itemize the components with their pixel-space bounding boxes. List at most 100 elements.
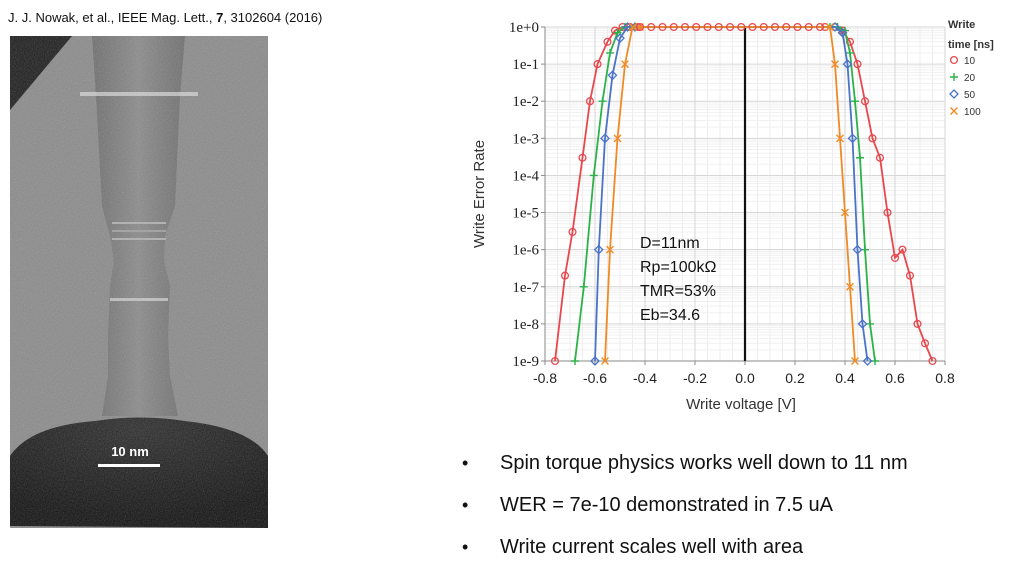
data-point (793, 22, 802, 32)
data-point (759, 22, 768, 32)
data-point (606, 245, 614, 254)
legend-item-50: 50 (949, 89, 976, 101)
data-point (920, 339, 930, 348)
y-tick-label: 1e-1 (512, 57, 539, 73)
data-point (578, 153, 587, 162)
data-point (630, 22, 640, 32)
y-tick-label: 1e-7 (512, 280, 539, 296)
data-point (622, 22, 633, 32)
x-tick-label: -0.8 (533, 370, 557, 386)
data-point (737, 22, 746, 32)
data-point (589, 171, 598, 180)
legend-item-100: 100 (950, 107, 981, 118)
data-point (851, 97, 859, 106)
data-point (590, 356, 600, 366)
data-point (846, 48, 854, 57)
bullet-dot: • (462, 495, 469, 515)
series (550, 22, 937, 366)
data-point (853, 60, 862, 69)
legend-label: 50 (964, 90, 976, 101)
data-point (860, 97, 870, 106)
y-tick-label: 1e+0 (509, 20, 539, 36)
legend: Write time [ns] 10 20 50 100 (948, 19, 994, 118)
data-point (628, 23, 637, 31)
data-point (890, 253, 900, 262)
data-point (841, 208, 849, 217)
data-point (658, 22, 667, 32)
data-point (647, 22, 656, 32)
y-tick-label: 1e-5 (512, 206, 539, 222)
data-point (852, 244, 863, 255)
data-point (635, 22, 645, 32)
data-point (830, 22, 840, 32)
data-point (846, 282, 854, 291)
data-point (598, 97, 607, 106)
series-line-100 (829, 26, 856, 362)
annotation-text: Rp=100kΩ (640, 259, 716, 276)
data-point (615, 33, 625, 44)
data-point (928, 356, 937, 366)
annotation-text: TMR=53% (640, 283, 716, 300)
series-line-50 (834, 26, 869, 362)
bullet-list: • Spin torque physics works well down to … (462, 448, 908, 574)
data-point (950, 107, 958, 115)
x-tick-label: 0.2 (785, 370, 805, 386)
legend-label: 20 (964, 73, 976, 84)
legend-subtitle: time [ns] (948, 39, 994, 51)
bullet-item: • Write current scales well with area (462, 532, 908, 574)
wer-chart-svg: 1e+0 1e-1 1e-2 1e-3 1e-4 1e-5 1e-6 1e-7 1e-8 1e-9… (471, 19, 994, 413)
data-point (585, 97, 595, 106)
bullet-item: • Spin torque physics works well down to … (462, 448, 908, 490)
data-point (606, 48, 614, 57)
data-point (593, 244, 604, 255)
annotation-text: Eb=34.6 (640, 307, 700, 324)
bullet-text: Spin torque physics works well down to 1… (500, 452, 908, 474)
plateau-markers (635, 22, 825, 32)
y-axis-label: Write Error Rate (471, 140, 488, 248)
data-point (862, 356, 873, 366)
data-point (815, 22, 825, 32)
bullet-text: Write current scales well with area (500, 536, 804, 558)
data-point (770, 22, 780, 32)
data-point (669, 22, 678, 32)
data-point (579, 282, 588, 291)
data-point (748, 22, 757, 32)
legend-label: 100 (964, 107, 981, 118)
data-point (875, 153, 885, 162)
data-point (621, 60, 629, 69)
data-point (607, 70, 618, 81)
legend-item-20: 20 (950, 73, 976, 84)
data-point (600, 133, 610, 144)
data-point (603, 37, 612, 46)
data-point (836, 134, 844, 143)
data-point (913, 319, 922, 328)
citation: J. J. Nowak, et al., IEEE Mag. Lett., 7,… (8, 10, 322, 25)
data-point (613, 134, 622, 143)
data-point (831, 60, 839, 69)
data-point (804, 22, 813, 32)
data-point (898, 245, 907, 254)
x-tick-label: -0.4 (633, 370, 657, 386)
data-point (571, 357, 579, 365)
data-point (949, 89, 959, 99)
y-tick-label: 1e-8 (512, 317, 539, 333)
data-point (680, 22, 690, 32)
scale-bar (98, 464, 160, 467)
series-line-50 (594, 26, 635, 362)
x-tick-label: 0.8 (935, 370, 955, 386)
y-tick-label: 1e-2 (512, 94, 539, 110)
data-point (847, 133, 858, 144)
bullet-dot: • (462, 453, 469, 473)
annotations: D=11nm Rp=100kΩ TMR=53% Eb=34.6 (640, 235, 716, 324)
legend-title: Write (948, 19, 975, 31)
data-point (857, 318, 868, 329)
data-point (568, 227, 577, 237)
tem-micrograph: 10 nm (10, 36, 268, 528)
x-tick-label: 0.6 (885, 370, 905, 386)
data-point (560, 271, 570, 280)
legend-label: 10 (964, 56, 976, 67)
y-tick-label: 1e-6 (512, 243, 539, 259)
data-point (613, 28, 622, 37)
x-tick-label: 0.0 (735, 370, 755, 386)
x-tick-label: -0.2 (683, 370, 707, 386)
